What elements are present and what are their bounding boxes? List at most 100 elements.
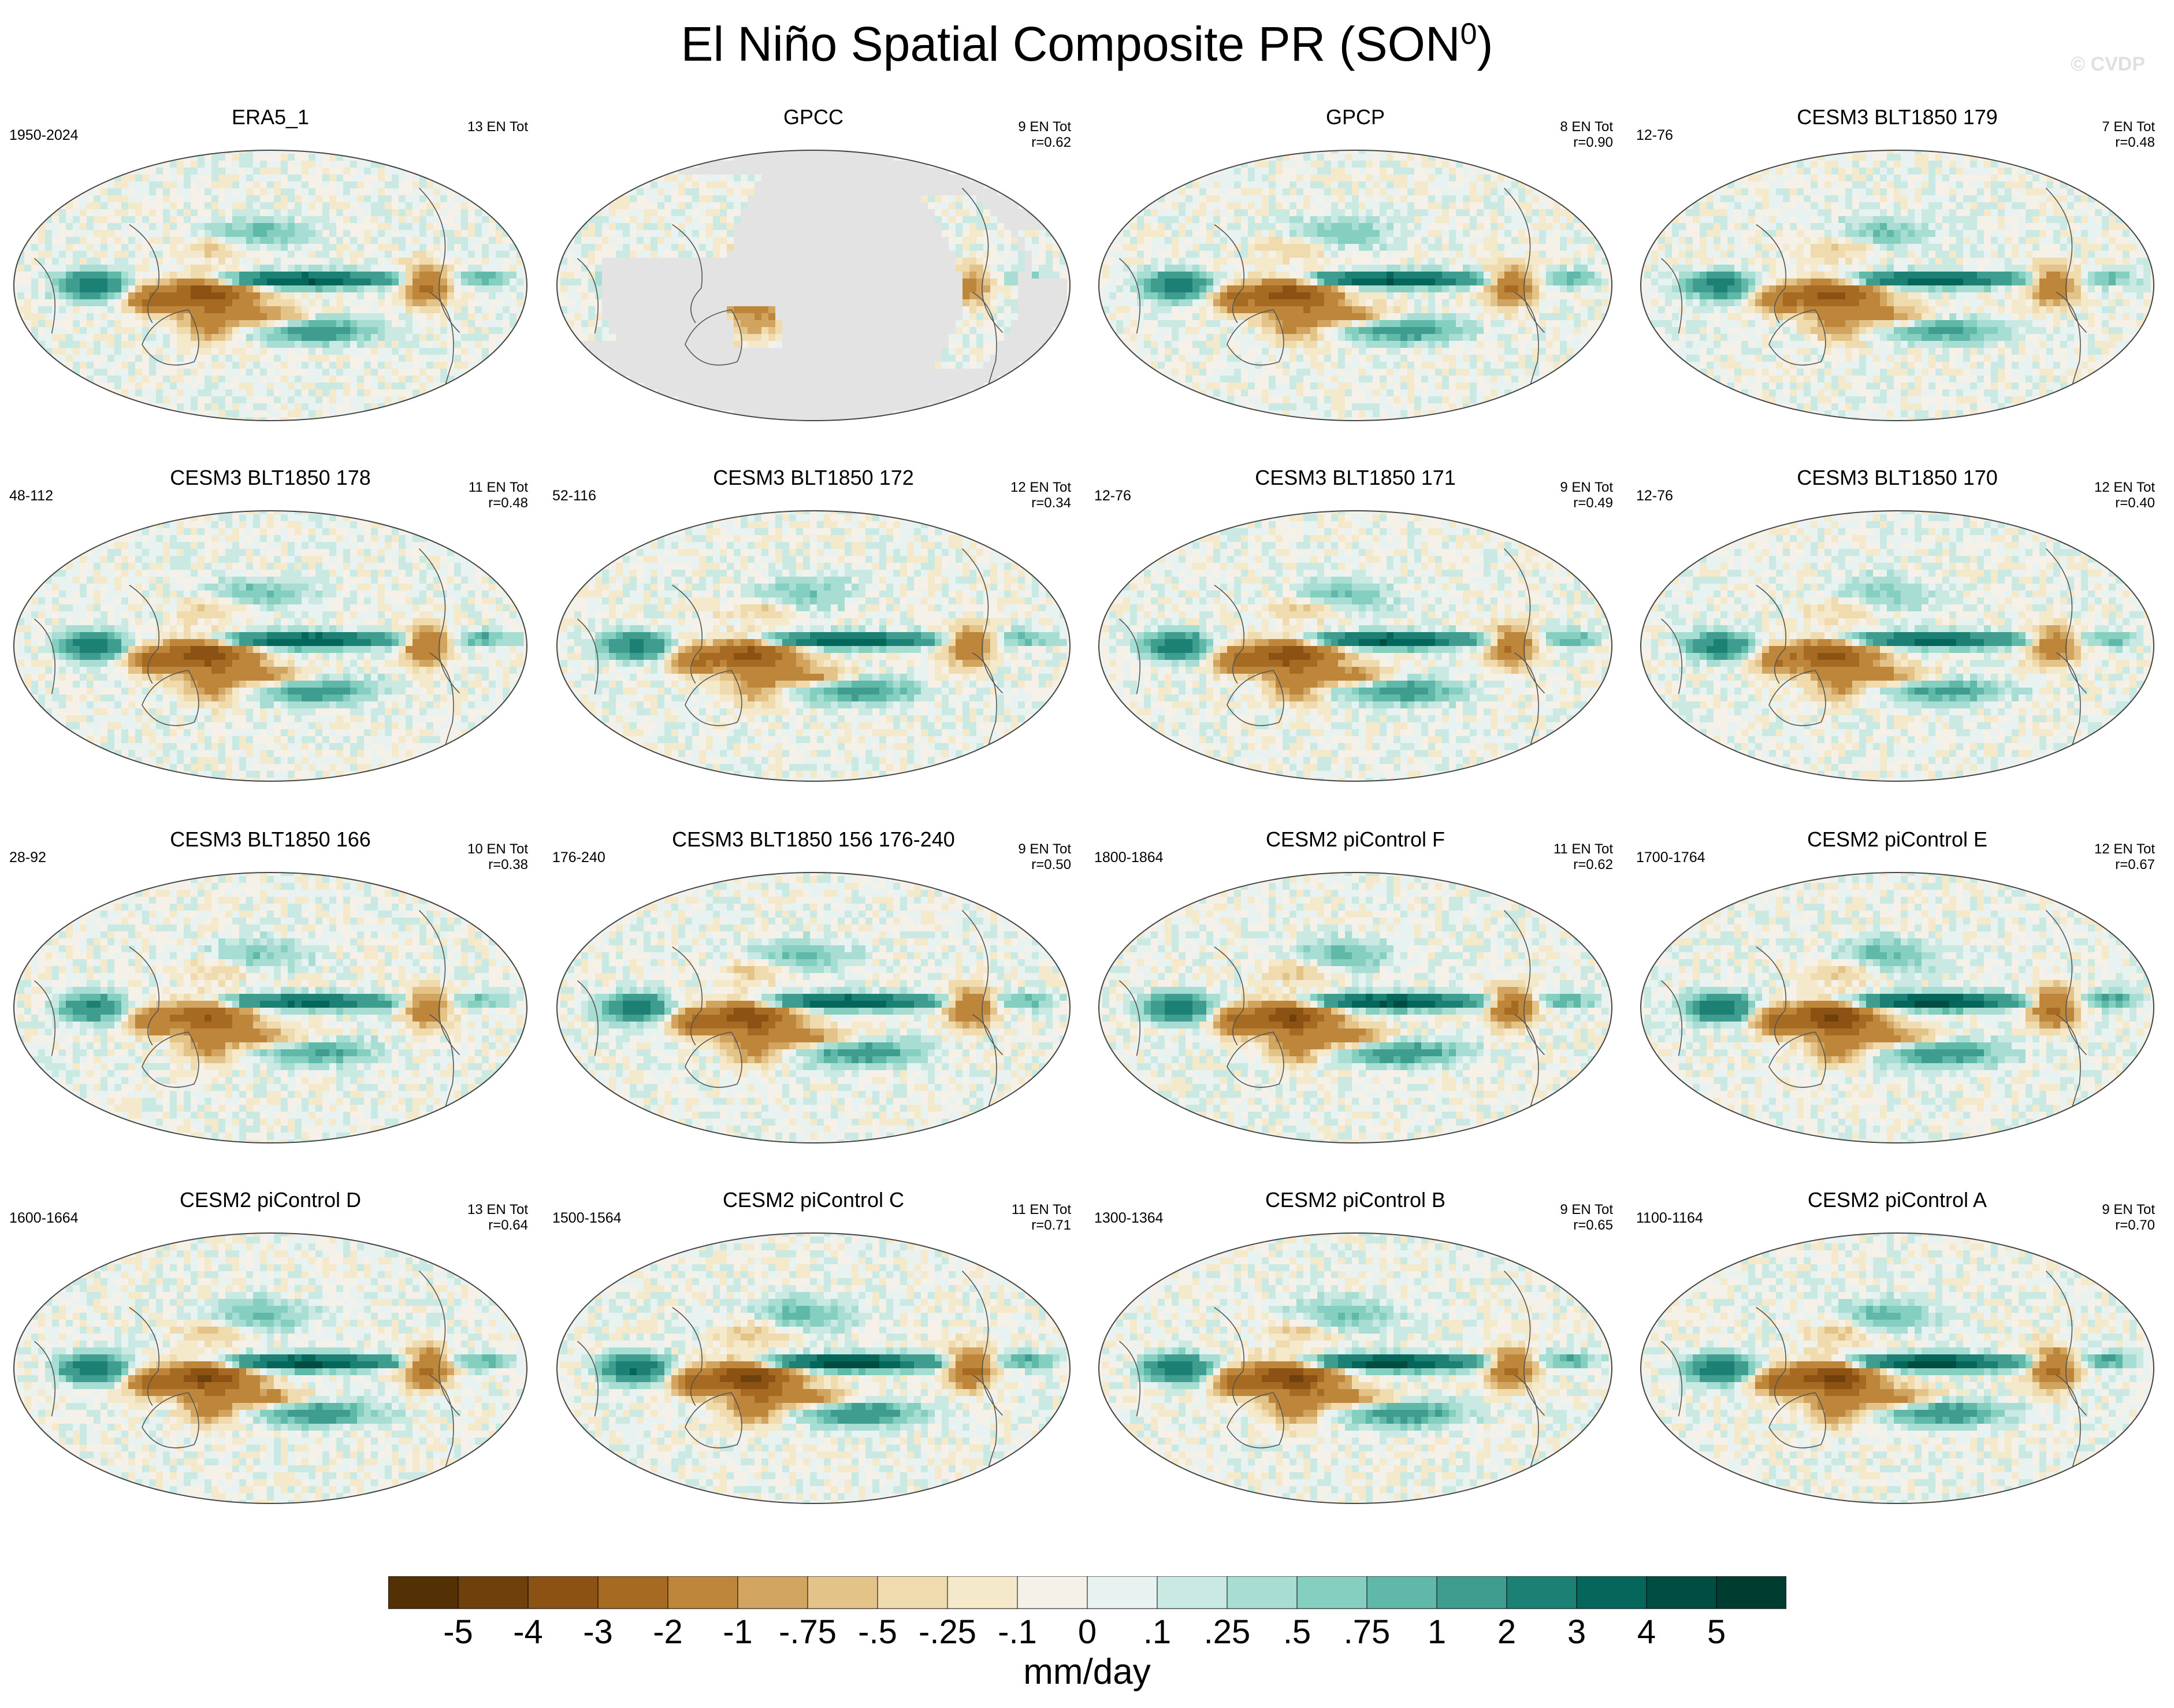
map-cell (38, 285, 46, 293)
map-cell (1269, 195, 1276, 203)
map-cell (412, 389, 420, 397)
map-cell (45, 320, 53, 328)
map-cell (260, 334, 267, 341)
map-cell (218, 258, 226, 265)
map-cell (149, 181, 157, 189)
map-cell (755, 348, 762, 355)
map-cell (1387, 181, 1394, 189)
map-cell (426, 355, 434, 362)
map-cell (997, 341, 1005, 348)
map-cell (101, 320, 108, 328)
map-cell (496, 251, 503, 258)
map-cell (838, 251, 845, 258)
map-cell (419, 216, 427, 224)
map-cell (329, 403, 337, 411)
map-cell (990, 230, 998, 237)
map-cell (177, 168, 184, 175)
map-cell (170, 174, 177, 182)
map-cell (267, 181, 274, 189)
map-cell (94, 285, 101, 293)
map-cell (803, 150, 811, 154)
map-cell (741, 341, 748, 348)
map-cell (671, 334, 679, 341)
map-cell (734, 285, 741, 293)
map-cell (510, 272, 517, 279)
map-cell (949, 230, 956, 237)
map-cell (73, 292, 80, 300)
map-cell (59, 320, 66, 328)
map-cell (1393, 181, 1401, 189)
map-cell (1046, 320, 1053, 328)
map-cell (260, 188, 267, 196)
map-cell (956, 237, 963, 244)
map-cell (239, 230, 247, 237)
map-cell (942, 292, 949, 300)
map-cell (609, 327, 616, 335)
map-cell (309, 285, 316, 293)
map-cell (315, 168, 323, 175)
map-cell (651, 348, 658, 355)
map-cell (309, 223, 316, 231)
map-cell (239, 265, 247, 272)
map-cell (399, 181, 406, 189)
map-cell (865, 292, 873, 300)
map-cell (177, 362, 184, 369)
map-cell (782, 223, 790, 231)
map-cell (671, 383, 679, 390)
map-cell (329, 396, 337, 404)
map-cell (496, 313, 503, 321)
map-cell (198, 369, 205, 376)
map-cell (1165, 202, 1172, 210)
map-cell (274, 348, 281, 355)
map-cell (748, 376, 755, 383)
map-cell (997, 285, 1005, 293)
map-cell (671, 209, 679, 217)
map-cell (454, 313, 462, 321)
map-cell (149, 195, 157, 203)
map-cell (775, 150, 783, 154)
map-cell (198, 161, 205, 168)
map-cell (969, 334, 977, 341)
map-cell (239, 320, 247, 328)
map-cell (128, 285, 136, 293)
map-cell (288, 161, 295, 168)
map-cell (378, 348, 385, 355)
map-cell (364, 313, 371, 321)
map-cell (406, 188, 413, 196)
map-cell (101, 313, 108, 321)
map-cell (831, 223, 838, 231)
map-cell (685, 299, 693, 307)
map-cell (838, 376, 845, 383)
map-cell (225, 355, 233, 362)
map-cell (447, 327, 455, 335)
map-cell (302, 410, 309, 418)
map-cell (260, 168, 267, 175)
map-cell (184, 396, 191, 404)
map-cell (496, 334, 503, 341)
map-cell (350, 230, 358, 237)
map-cell (720, 265, 727, 272)
map-cell (761, 320, 769, 328)
map-cell (900, 258, 908, 265)
figure-title-text: El Niño Spatial Composite PR (SON (681, 17, 1460, 71)
map-cell (198, 383, 205, 390)
map-cell (419, 334, 427, 341)
map-cell (66, 279, 73, 286)
map-cell (281, 327, 288, 335)
map-cell (976, 313, 984, 321)
map-cell (852, 209, 859, 217)
map-cell (364, 292, 371, 300)
map-cell (107, 188, 115, 196)
map-cell (87, 230, 94, 237)
map-cell (107, 306, 115, 314)
map-cell (1046, 265, 1053, 272)
map-cell (135, 320, 143, 328)
map-cell (87, 369, 94, 376)
map-cell (170, 251, 177, 258)
map-cell (274, 258, 281, 265)
map-cell (637, 251, 644, 258)
map-cell (392, 181, 399, 189)
map-cell (1046, 244, 1053, 251)
map-cell (1553, 202, 1560, 210)
map-cell (121, 313, 129, 321)
